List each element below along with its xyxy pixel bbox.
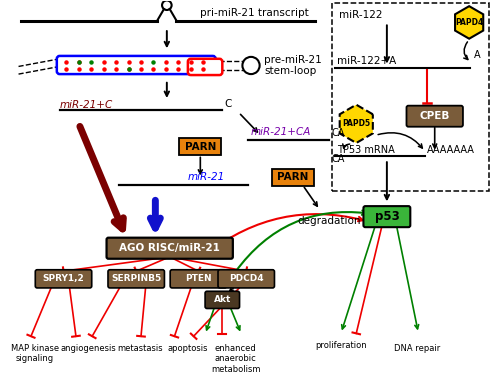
Text: PTEN: PTEN: [185, 274, 212, 283]
Text: CA: CA: [332, 154, 345, 164]
Text: AGO RISC/miR-21: AGO RISC/miR-21: [120, 243, 220, 253]
Text: pre-miR-21: pre-miR-21: [264, 55, 322, 65]
FancyBboxPatch shape: [188, 59, 222, 75]
FancyBboxPatch shape: [364, 206, 410, 227]
Text: miR-21+C: miR-21+C: [60, 100, 113, 110]
Text: stem-loop: stem-loop: [264, 66, 316, 76]
Text: MAP kinase
signaling: MAP kinase signaling: [10, 344, 59, 363]
Text: TP53 mRNA: TP53 mRNA: [337, 145, 395, 155]
FancyBboxPatch shape: [170, 270, 226, 288]
Text: DNA repair: DNA repair: [394, 344, 440, 353]
Text: p53: p53: [374, 210, 400, 223]
FancyBboxPatch shape: [218, 270, 274, 288]
Text: PDCD4: PDCD4: [229, 274, 264, 283]
Text: A: A: [474, 50, 480, 60]
Text: C: C: [224, 99, 232, 109]
FancyBboxPatch shape: [108, 270, 164, 288]
Text: degradation: degradation: [297, 216, 360, 226]
Text: angiogenesis: angiogenesis: [60, 344, 116, 353]
Text: miR-21: miR-21: [188, 172, 225, 182]
Text: CA: CA: [332, 128, 345, 138]
Text: PAPD4: PAPD4: [455, 18, 484, 27]
Text: PARN: PARN: [278, 172, 309, 182]
Text: metastasis: metastasis: [117, 344, 163, 353]
Text: SPRY1,2: SPRY1,2: [42, 274, 84, 283]
FancyBboxPatch shape: [106, 238, 233, 259]
FancyBboxPatch shape: [180, 138, 222, 155]
Text: PARN: PARN: [184, 142, 216, 152]
Text: AAAAAAA: AAAAAAA: [427, 145, 475, 155]
Text: pri-miR-21 transcript: pri-miR-21 transcript: [200, 8, 309, 18]
Text: proliferation: proliferation: [315, 341, 367, 350]
Text: enhanced
anaerobic
metabolism: enhanced anaerobic metabolism: [211, 344, 260, 374]
FancyBboxPatch shape: [205, 291, 240, 309]
Text: miR-21+CA: miR-21+CA: [251, 127, 312, 138]
Text: apoptosis: apoptosis: [168, 344, 208, 353]
Polygon shape: [340, 105, 373, 143]
Text: miR-122+A: miR-122+A: [337, 56, 396, 66]
FancyBboxPatch shape: [57, 56, 216, 74]
FancyBboxPatch shape: [36, 270, 92, 288]
Text: CPEB: CPEB: [420, 111, 450, 121]
Polygon shape: [455, 6, 483, 39]
FancyBboxPatch shape: [406, 106, 463, 127]
Text: SERPINB5: SERPINB5: [111, 274, 162, 283]
Text: PAPD5: PAPD5: [342, 119, 370, 128]
Bar: [332, 3, 489, 191]
Text: miR-122: miR-122: [339, 10, 382, 20]
Text: Akt: Akt: [214, 295, 231, 304]
FancyBboxPatch shape: [272, 169, 314, 186]
